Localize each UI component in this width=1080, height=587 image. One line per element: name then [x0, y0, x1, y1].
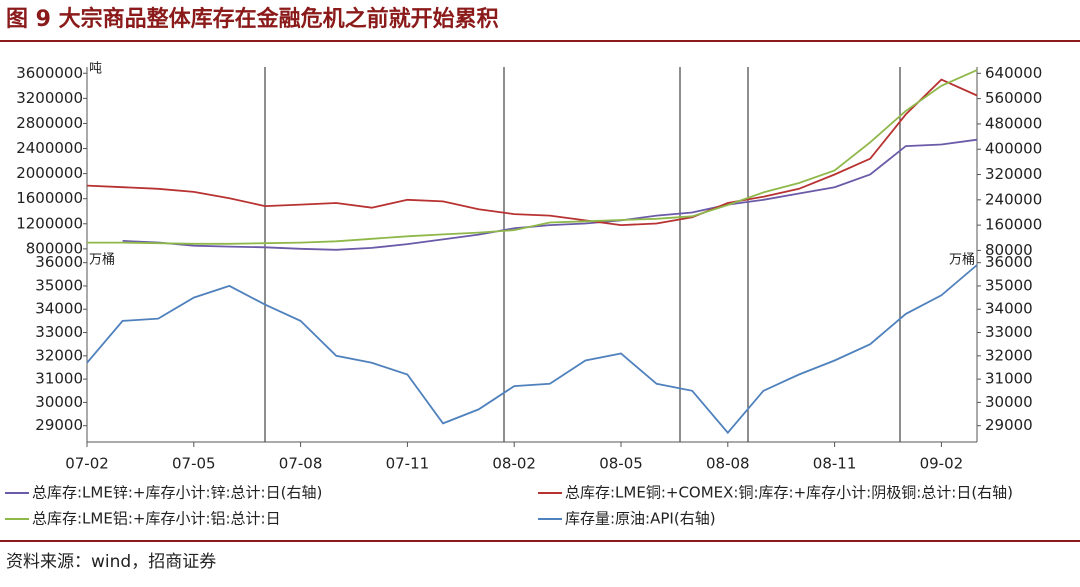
y2-tick-label: 30000 — [985, 393, 1033, 411]
y-tick-label: 2400000 — [16, 139, 83, 157]
x-tick-label: 08-11 — [813, 455, 857, 473]
y2-tick-label: 32000 — [985, 346, 1033, 364]
x-tick-label: 09-02 — [920, 455, 964, 473]
y2-tick-label: 480000 — [985, 114, 1042, 132]
y2-tick-label: 31000 — [985, 370, 1033, 388]
legend-label: 总库存:LME锌:+库存小计:锌:总计:日(右轴) — [32, 484, 322, 502]
y2-tick-label: 35000 — [985, 276, 1033, 294]
y2-tick-label: 29000 — [985, 416, 1033, 434]
y-unit: 吨 — [89, 62, 102, 77]
y-tick-label: 29000 — [35, 416, 83, 434]
y-tick-label: 2800000 — [16, 114, 83, 132]
y-tick-label: 3200000 — [16, 89, 83, 107]
series-line — [86, 264, 978, 435]
x-tick-label: 08-08 — [706, 455, 750, 473]
x-tick-label: 07-08 — [279, 455, 323, 473]
y-tick-label: 34000 — [35, 300, 83, 318]
y2-tick-label: 36000 — [985, 253, 1033, 271]
y2-tick-label: 400000 — [985, 140, 1042, 158]
x-tick-label: 07-02 — [65, 455, 109, 473]
series-line — [86, 78, 978, 227]
legend-label: 总库存:LME铝:+库存小计:铝:总计:日 — [32, 510, 281, 528]
source: 资料来源：wind，招商证券 — [6, 552, 216, 572]
series-line — [122, 138, 978, 251]
legend-label: 库存量:原油:API(右轴) — [565, 510, 716, 528]
y2-tick-label: 160000 — [985, 216, 1042, 234]
y-tick-label: 3600000 — [16, 64, 83, 82]
y-tick-label: 1600000 — [16, 189, 83, 207]
event-lines — [264, 67, 901, 442]
y2-tick-label: 320000 — [985, 165, 1042, 183]
y2-tick-label: 80000 — [985, 241, 1033, 259]
y-tick-label: 30000 — [35, 393, 83, 411]
chart-title: 图 9 大宗商品整体库存在金融危机之前就开始累积 — [6, 6, 499, 32]
x-tick-label: 07-05 — [172, 455, 216, 473]
y-tick-label: 800000 — [26, 239, 83, 257]
y2-tick-label: 240000 — [985, 190, 1042, 208]
y-tick-label: 1200000 — [16, 214, 83, 232]
y2-tick-label: 560000 — [985, 89, 1042, 107]
x-tick-label: 07-11 — [386, 455, 430, 473]
y-tick-label: 32000 — [35, 346, 83, 364]
y-tick-label: 31000 — [35, 370, 83, 388]
y-tick-label: 33000 — [35, 323, 83, 341]
y-tick-label: 35000 — [35, 276, 83, 294]
series-line — [87, 69, 978, 245]
y-tick-label: 36000 — [35, 253, 83, 271]
y2-tick-label: 33000 — [985, 323, 1033, 341]
y2-tick-label: 640000 — [985, 64, 1042, 82]
legend-label: 总库存:LME铜:+COMEX:铜:库存:+库存小计:阴极铜:总计:日(右轴) — [565, 484, 1013, 502]
y-tick-label: 2000000 — [16, 164, 83, 182]
x-tick-label: 08-02 — [492, 455, 536, 473]
y-unit: 万桶 — [89, 253, 115, 268]
y2-unit: 万桶 — [949, 253, 975, 268]
y2-tick-label: 34000 — [985, 300, 1033, 318]
x-tick-label: 08-05 — [599, 455, 643, 473]
